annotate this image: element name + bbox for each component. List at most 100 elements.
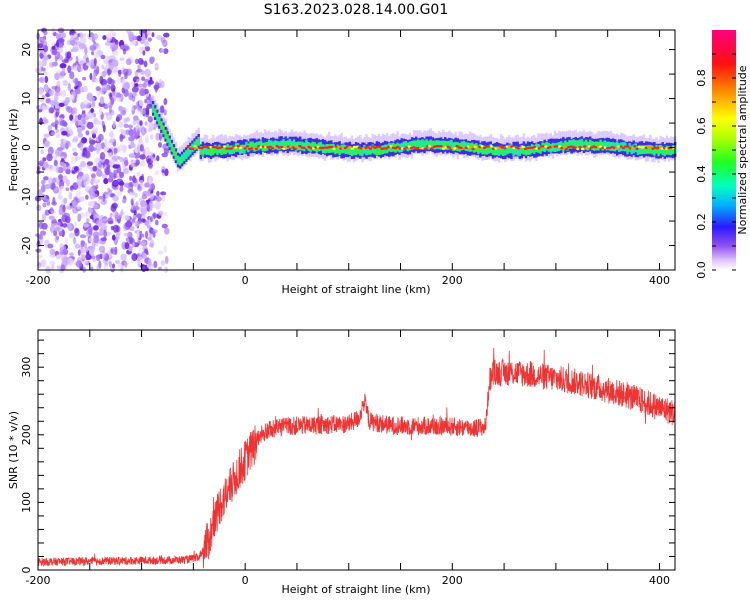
noise-speckle [74,61,80,66]
noise-speckle [119,128,125,133]
band-green [452,142,455,151]
band-green [591,141,594,150]
noise-speckle [132,178,138,184]
band-green [671,145,675,154]
band-peak [366,146,370,149]
noise-speckle [129,191,133,197]
band-green [655,144,658,154]
band-peak [254,147,259,150]
noise-speckle [149,56,154,65]
noise-speckle [69,114,74,121]
band-peak [537,147,541,150]
band-green [500,145,503,155]
noise-speckle [89,45,97,52]
band-green [220,146,223,155]
noise-speckle [139,154,146,160]
spectrogram-x-axis-title: Height of straight line (km) [281,283,430,296]
noise-speckle [155,64,159,68]
noise-speckle [60,185,64,190]
noise-speckle [53,155,58,160]
band-green [305,140,308,149]
colorbar: 0.0 0.2 0.4 0.6 0.8 Normalized spectral ampl… [695,30,749,279]
noise-speckle [129,175,133,181]
noise-speckle [132,217,135,223]
noise-speckle [101,64,105,70]
noise-speckle [116,77,122,84]
band-green [328,144,331,153]
noise-speckle [125,58,132,66]
noise-speckle [60,264,66,272]
noise-speckle [91,173,96,179]
band-peak [403,147,407,150]
noise-speckle [99,228,104,237]
band-peak [227,147,231,150]
noise-speckle [96,169,103,177]
noise-speckle [55,133,61,139]
noise-speckle [92,258,96,263]
noise-speckle [93,57,97,66]
noise-speckle [68,232,75,238]
noise-speckle [119,133,124,142]
colorbar-label: Normalized spectral amplitude [736,65,749,234]
noise-speckle [78,66,83,72]
noise-speckle [62,256,68,264]
band-green [330,143,333,153]
noise-speckle [148,185,152,192]
noise-speckle [43,133,50,138]
band-peak [280,145,284,149]
noise-speckle [134,70,138,77]
band-green [570,139,573,149]
band-green [373,145,376,155]
noise-speckle [147,121,155,130]
noise-speckle [80,160,86,168]
band-peak [473,145,477,148]
band-peak [544,145,548,148]
noise-speckle [88,246,96,253]
band-green [338,146,341,155]
noise-speckle [93,51,100,59]
noise-speckle [144,121,148,126]
noise-speckle [109,172,114,180]
band-peak [332,147,336,151]
band-green [282,138,285,148]
band-green [640,145,644,155]
band-peak [503,147,507,150]
noise-speckle [91,100,96,108]
noise-speckle [55,254,61,260]
band-green [203,145,207,155]
noise-speckle [44,209,50,216]
noise-speckle [95,184,99,190]
noise-speckle [105,168,110,175]
band-peak [343,146,347,150]
noise-speckle [110,131,114,137]
noise-speckle [92,127,99,132]
noise-speckle [37,189,43,197]
noise-speckle [85,253,92,261]
noise-speckle [160,80,165,89]
noise-speckle [128,136,135,142]
noise-speckle [108,55,116,61]
spectrogram-y-axis-title: Frequency (Hz) [7,109,20,192]
noise-speckle [64,237,69,244]
colorbar-tick-label: 0.0 [695,261,708,279]
noise-speckle [43,71,48,77]
noise-speckle [113,169,118,175]
noise-speckle [144,248,148,254]
y-tick-label: 100 [20,492,33,513]
band-green [390,143,393,153]
snr-x-axis-title: Height of straight line (km) [281,583,430,596]
noise-speckle [40,259,47,268]
noise-speckle [147,116,153,123]
band-peak [587,145,591,148]
band-green [580,138,584,148]
band-green [247,143,250,153]
noise-speckle [56,70,63,74]
band-green [425,139,428,148]
noise-speckle [67,223,72,230]
noise-speckle [147,79,154,85]
band-peak [576,147,580,151]
band-green [156,112,159,122]
band-peak [464,146,468,149]
band-peak [291,146,295,149]
